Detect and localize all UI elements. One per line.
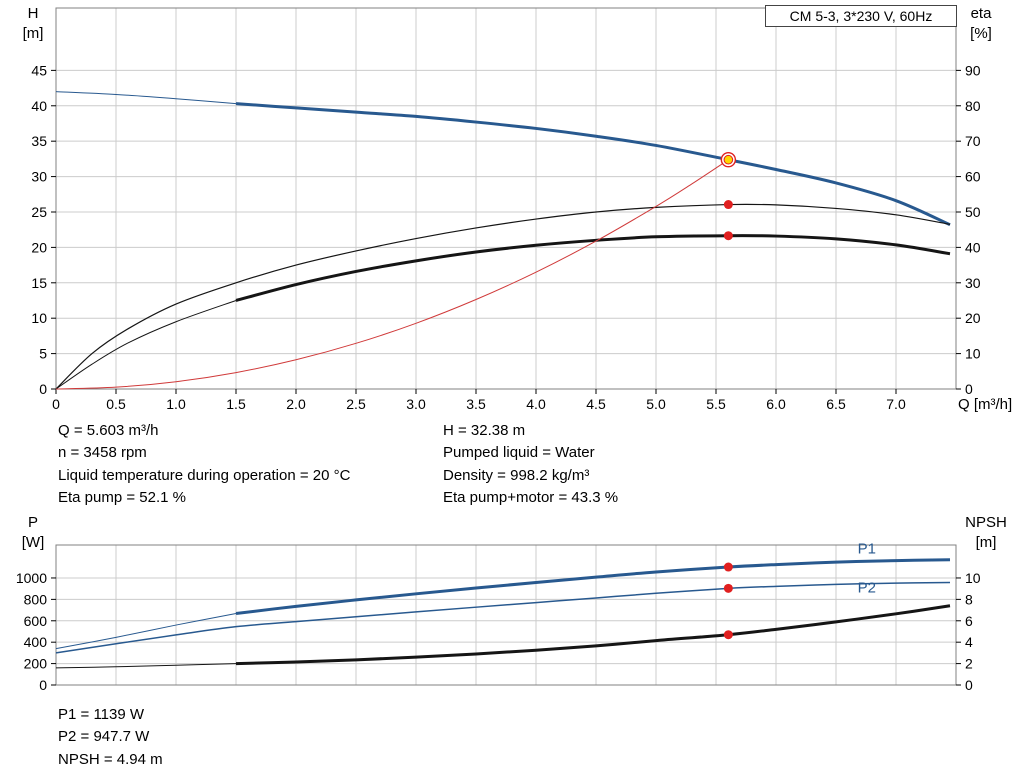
x-tick-label: 0 bbox=[52, 396, 60, 412]
info-line-density: Density = 998.2 kg/m³ bbox=[443, 466, 590, 484]
lower-chart-canvas: 0 200 400 600 800 1000 0 2 4 6 8 10 P1 P2 bbox=[16, 540, 981, 693]
duty-point-marker[interactable] bbox=[723, 154, 734, 165]
duty-info-left-column: Q = 5.603 m³/h n = 3458 rpm Liquid tempe… bbox=[58, 420, 350, 510]
left-tick-label: 30 bbox=[31, 169, 47, 185]
left-tick-label: 600 bbox=[24, 613, 48, 629]
duty-dot-marker bbox=[723, 231, 733, 241]
x-tick-label: 4.5 bbox=[586, 396, 606, 412]
right-tick-label: 0 bbox=[965, 381, 973, 397]
upper-chart-canvas: 0 5 10 15 20 25 30 35 40 45 0 10 20 30 40 50 60 70 80 90 0 0.… bbox=[31, 7, 981, 412]
npsh-curve-thin bbox=[55, 663, 237, 669]
left-tick-label: 40 bbox=[31, 98, 47, 114]
x-tick-label: 5.5 bbox=[706, 396, 726, 412]
curve-label-p2: P2 bbox=[858, 579, 876, 596]
eta-axis-title: eta [%] bbox=[958, 4, 1004, 44]
p-axis-unit: [W] bbox=[21, 534, 45, 551]
eta-axis-label: eta bbox=[970, 5, 992, 22]
info-line-pumped-liquid: Pumped liquid = Water bbox=[443, 444, 595, 462]
q-axis-title: Q [m³/h] bbox=[958, 396, 1013, 413]
duty-info-right-column: H = 32.38 m Pumped liquid = Water Densit… bbox=[443, 420, 618, 510]
eta-axis-unit: [%] bbox=[970, 25, 992, 42]
x-tick-label: 4.0 bbox=[526, 396, 546, 412]
right-tick-label: 10 bbox=[965, 570, 981, 586]
eta-pump-motor-curve-thin bbox=[55, 300, 237, 390]
left-tick-label: 400 bbox=[24, 634, 48, 650]
p-axis-title: P [W] bbox=[13, 513, 53, 553]
x-tick-label: 2.0 bbox=[286, 396, 306, 412]
right-tick-label: 90 bbox=[965, 62, 981, 78]
x-tick-label: 6.0 bbox=[766, 396, 786, 412]
h-axis-title: H [m] bbox=[13, 4, 53, 44]
right-tick-label: 10 bbox=[965, 346, 981, 362]
eta-pump-curve bbox=[55, 203, 951, 390]
x-tick-label: 1.5 bbox=[226, 396, 246, 412]
head-curve bbox=[235, 102, 951, 227]
left-tick-label: 35 bbox=[31, 133, 47, 149]
left-tick-label: 200 bbox=[24, 656, 48, 672]
info-line-n: n = 3458 rpm bbox=[58, 444, 147, 462]
right-tick-label: 40 bbox=[965, 239, 981, 255]
npsh-axis-unit: [m] bbox=[975, 534, 997, 551]
npsh-axis-title: NPSH [m] bbox=[956, 513, 1016, 553]
info-line-h: H = 32.38 m bbox=[443, 422, 526, 439]
info-line-liquid-temp: Liquid temperature during operation = 20… bbox=[58, 466, 351, 484]
curve-label-p1: P1 bbox=[858, 540, 876, 557]
right-tick-label: 70 bbox=[965, 133, 981, 149]
h-axis-unit: [m] bbox=[22, 25, 44, 42]
info-line-npsh: NPSH = 4.94 m bbox=[58, 750, 163, 768]
duty-dot-marker bbox=[723, 562, 733, 572]
left-tick-label: 800 bbox=[24, 591, 48, 607]
right-tick-label: 50 bbox=[965, 204, 981, 220]
x-tick-label: 1.0 bbox=[166, 396, 186, 412]
right-tick-label: 8 bbox=[965, 591, 973, 607]
p1-curve-thin bbox=[55, 613, 237, 650]
left-tick-label: 1000 bbox=[16, 570, 47, 586]
eta-pump-motor-curve bbox=[235, 234, 951, 302]
info-line-p2: P2 = 947.7 W bbox=[58, 728, 150, 746]
power-info-column: P1 = 1139 W P2 = 947.7 W NPSH = 4.94 m bbox=[58, 704, 163, 771]
left-tick-label: 45 bbox=[31, 62, 47, 78]
npsh-axis-label: NPSH bbox=[965, 514, 1007, 531]
plot-frame bbox=[55, 544, 957, 686]
info-line-q: Q = 5.603 m³/h bbox=[58, 422, 159, 439]
left-tick-label: 10 bbox=[31, 310, 47, 326]
right-tick-label: 0 bbox=[965, 677, 973, 693]
duty-dot-marker bbox=[723, 200, 733, 210]
plot-frame bbox=[55, 7, 957, 390]
right-tick-label: 30 bbox=[965, 275, 981, 291]
head-curve-thin bbox=[55, 91, 237, 105]
p-axis-label: P bbox=[27, 514, 38, 531]
system-curve bbox=[55, 159, 729, 390]
p1-curve bbox=[235, 558, 951, 615]
left-tick-label: 5 bbox=[39, 346, 47, 362]
right-tick-label: 4 bbox=[965, 634, 973, 650]
duty-dot-marker bbox=[723, 583, 733, 593]
info-line-eta-pump: Eta pump = 52.1 % bbox=[58, 489, 186, 507]
right-tick-label: 2 bbox=[965, 656, 973, 672]
x-tick-label: 2.5 bbox=[346, 396, 366, 412]
right-tick-label: 6 bbox=[965, 613, 973, 629]
left-tick-label: 25 bbox=[31, 204, 47, 220]
x-tick-label: 3.0 bbox=[406, 396, 426, 412]
x-tick-label: 0.5 bbox=[106, 396, 126, 412]
info-line-p1: P1 = 1139 W bbox=[58, 706, 145, 723]
left-tick-label: 15 bbox=[31, 275, 47, 291]
pump-model-title: CM 5-3, 3*230 V, 60Hz bbox=[765, 5, 957, 27]
x-tick-label: 7.0 bbox=[886, 396, 906, 412]
left-tick-label: 20 bbox=[31, 239, 47, 255]
p2-curve bbox=[55, 581, 951, 654]
right-tick-label: 80 bbox=[965, 98, 981, 114]
right-tick-label: 60 bbox=[965, 169, 981, 185]
left-tick-label: 0 bbox=[39, 677, 47, 693]
right-tick-label: 20 bbox=[965, 310, 981, 326]
x-tick-label: 3.5 bbox=[466, 396, 486, 412]
h-axis-label: H bbox=[27, 5, 39, 22]
duty-dot-marker bbox=[723, 630, 733, 640]
x-tick-label: 5.0 bbox=[646, 396, 666, 412]
x-tick-label: 6.5 bbox=[826, 396, 846, 412]
left-tick-label: 0 bbox=[39, 381, 47, 397]
npsh-curve bbox=[235, 604, 951, 666]
info-line-eta-pump-motor: Eta pump+motor = 43.3 % bbox=[443, 489, 619, 507]
